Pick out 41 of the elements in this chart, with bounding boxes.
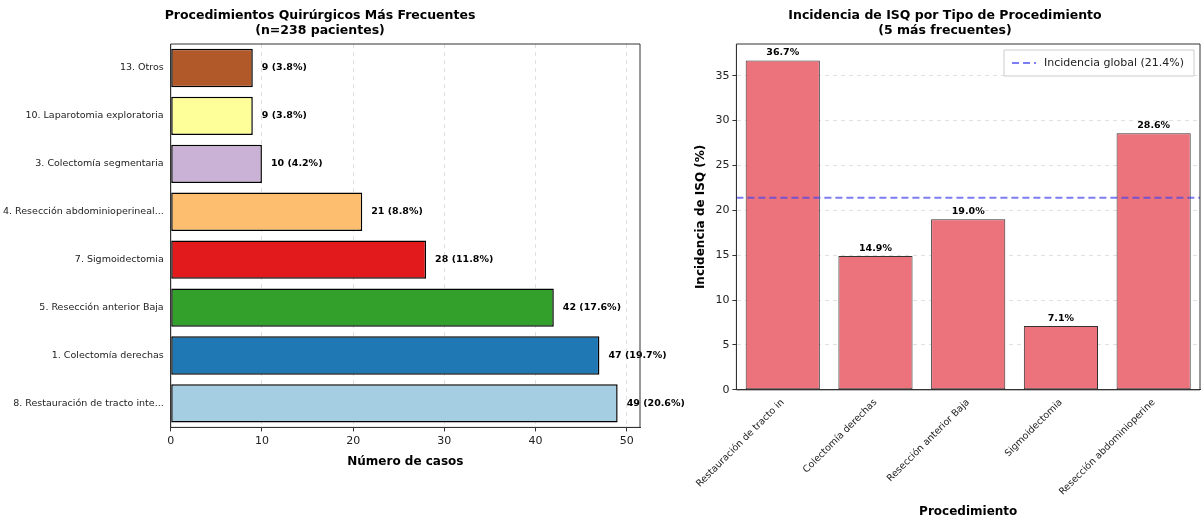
y-tick-label: 13. Otros [119, 61, 164, 73]
data-label: 36.7% [766, 46, 800, 58]
data-label: 28 (11.8%) [435, 253, 494, 265]
y-tick-label: 5. Resección anterior Baja [39, 301, 164, 313]
y-tick-label: 8. Restauración de tracto inte... [13, 396, 164, 408]
y-tick-label: 35 [715, 68, 730, 82]
data-label: 10 (4.2%) [270, 157, 323, 169]
data-label: 28.6% [1137, 118, 1171, 130]
y-tick-label: 15 [715, 248, 730, 262]
y-tick-label: 25 [715, 158, 730, 172]
y-tick-label: 10 [715, 292, 730, 306]
y-tick-label: 5 [722, 337, 730, 351]
x-tick-label: 40 [528, 433, 543, 447]
data-label: 42 (17.6%) [562, 301, 621, 313]
data-label: 7.1% [1047, 311, 1075, 323]
y-tick-label: 0 [722, 382, 730, 396]
x-tick-label: 20 [346, 433, 361, 447]
legend-label: Incidencia global (21.4%) [1044, 55, 1185, 69]
data-label: 19.0% [951, 205, 986, 217]
x-tick-label: 10 [254, 433, 269, 447]
y-tick-label: 7. Sigmoidectomia [74, 253, 164, 265]
x-axis-title: Número de casos [347, 453, 464, 468]
x-tick-label: 0 [167, 433, 175, 447]
y-tick-label: 20 [715, 203, 730, 217]
x-tick-label: 30 [437, 433, 452, 447]
data-label: 9 (3.8%) [261, 109, 307, 121]
data-label: 47 (19.7%) [608, 348, 667, 360]
y-tick-label: 10. Laparotomia exploratoria [25, 109, 164, 121]
x-axis-title: Procedimiento [919, 503, 1018, 518]
data-label: 9 (3.8%) [261, 61, 307, 73]
chart-title: Incidencia de ISQ por Tipo de Procedimiento (5 más frecuentes) [788, 6, 1103, 37]
data-label: 14.9% [858, 241, 893, 253]
x-tick-label: 50 [619, 433, 634, 447]
y-axis-title: Incidencia de ISQ (%) [693, 144, 708, 290]
y-tick-label: 30 [715, 113, 730, 127]
data-label: 49 (20.6%) [626, 396, 685, 408]
y-tick-label: 3. Colectomía segmentaria [35, 157, 164, 169]
y-tick-label: 1. Colectomía derechas [51, 348, 164, 360]
y-tick-label: 4. Resección abdominioperineal... [3, 205, 164, 217]
data-label: 21 (8.8%) [371, 205, 423, 217]
chart-title: Procedimientos Quirúrgicos Más Frecuentes (n=238 pacientes) [164, 6, 476, 37]
